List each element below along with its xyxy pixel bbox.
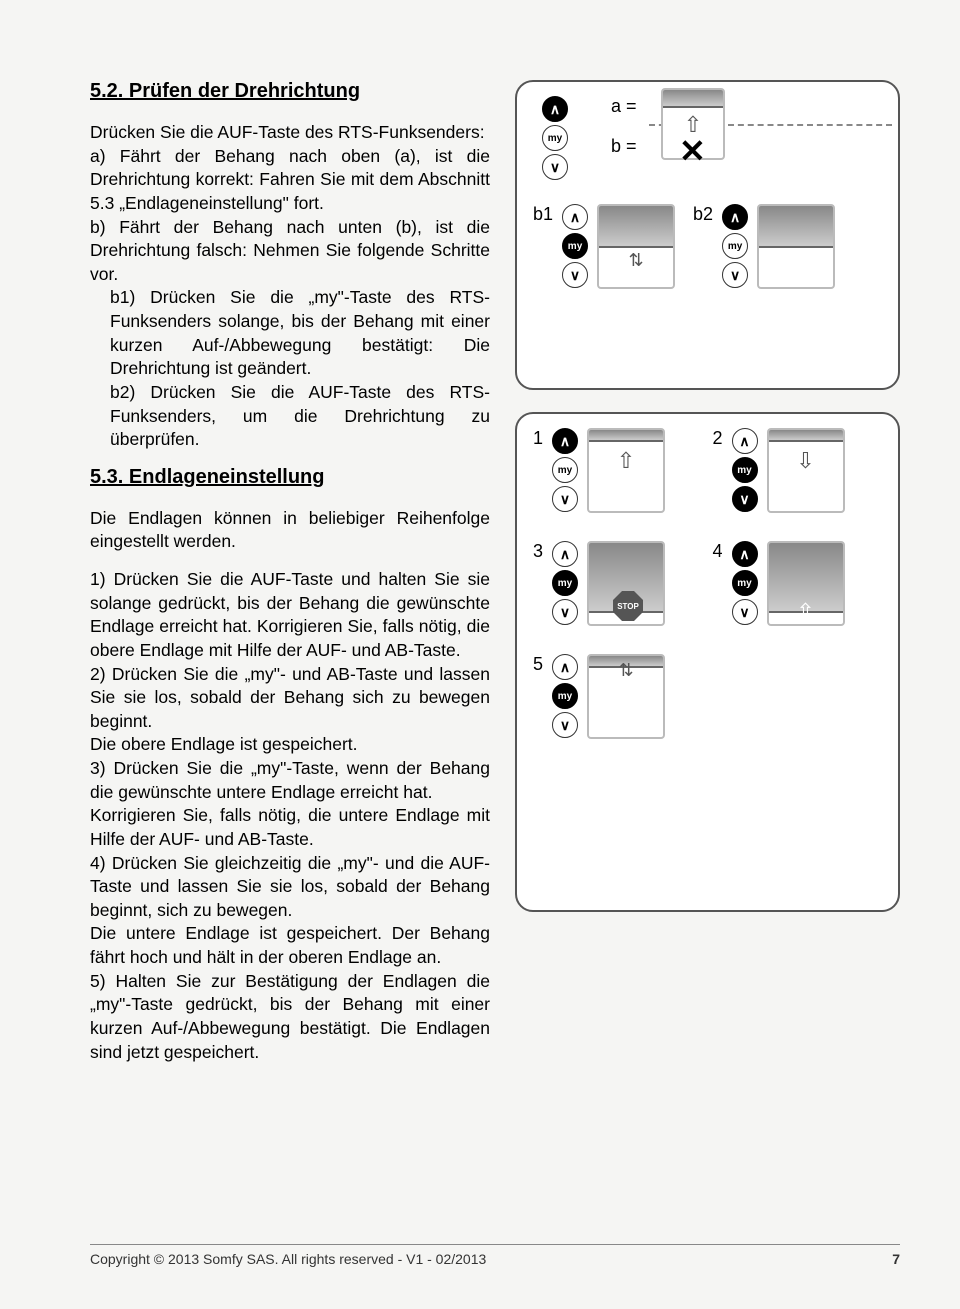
label-b: b = (611, 136, 637, 157)
up-button-icon: ∧ (552, 654, 578, 680)
remote-b2: ∧ my ∨ (719, 204, 751, 289)
step-num-3: 3 (533, 541, 543, 562)
window-b2 (757, 204, 835, 289)
copyright-text: Copyright © 2013 Somfy SAS. All rights r… (90, 1251, 486, 1267)
my-button-icon: my (552, 570, 578, 596)
stop-icon: STOP (613, 591, 643, 621)
label-a: a = (611, 96, 637, 117)
para-5-3-intro: Die Endlagen können in beliebiger Reihen… (90, 507, 490, 554)
window-b1: ⇅ (597, 204, 675, 289)
my-button-icon: my (722, 233, 748, 259)
label-b2: b2 (693, 204, 713, 225)
remote-1: ∧ my ∨ (549, 428, 581, 512)
step-5: 5 ∧ my ∨ ⇅ (533, 654, 703, 739)
window-5: ⇅ (587, 654, 665, 739)
my-button-icon: my (732, 457, 758, 483)
window-4: ⇧ (767, 541, 845, 626)
down-button-icon: ∨ (552, 599, 578, 625)
up-button-icon: ∧ (542, 96, 568, 122)
para-5-3-3b: Korrigieren Sie, falls nötig, die untere… (90, 804, 490, 851)
remote-4: ∧ my ∨ (729, 541, 761, 625)
step-2: 2 ∧ my ∨ ⇩ (713, 428, 883, 513)
up-button-icon: ∧ (552, 541, 578, 567)
arrow-up-icon: ⇧ (617, 448, 635, 474)
manual-page: 5.2. Prüfen der Drehrichtung Drücken Sie… (0, 0, 960, 1104)
cross-icon: ✕ (679, 132, 706, 170)
para-5-3-1: 1) Drücken Sie die AUF-Taste und halten … (90, 568, 490, 663)
step-num-5: 5 (533, 654, 543, 675)
para-5-3-5: 5) Halten Sie zur Bestätigung der Endlag… (90, 970, 490, 1065)
page-number: 7 (892, 1251, 900, 1267)
down-button-icon: ∨ (722, 262, 748, 288)
up-button-icon: ∧ (562, 204, 588, 230)
remote-5: ∧ my ∨ (549, 654, 581, 738)
label-b1: b1 (533, 204, 553, 225)
window-2: ⇩ (767, 428, 845, 513)
step-num-1: 1 (533, 428, 543, 449)
window-3: STOP (587, 541, 665, 626)
up-button-icon: ∧ (552, 428, 578, 454)
figure-5-2: ∧ my ∨ a = b = ⇧ ✕ (515, 80, 900, 390)
my-button-icon: my (552, 457, 578, 483)
down-button-icon: ∨ (732, 486, 758, 512)
para-5-3-2: 2) Drücken Sie die „my"- und AB-Taste un… (90, 663, 490, 734)
text-column: 5.2. Prüfen der Drehrichtung Drücken Sie… (90, 80, 490, 1064)
arrow-updown-icon: ⇅ (618, 660, 633, 681)
step-1: 1 ∧ my ∨ ⇧ (533, 428, 703, 513)
para-5-2-b: b) Fährt der Behang nach unten (b), ist … (90, 216, 490, 287)
heading-5-3: 5.3. Endlageneinstellung (90, 466, 490, 489)
para-5-3-4b: Die untere Endlage ist gespeichert. Der … (90, 922, 490, 969)
down-button-icon: ∨ (552, 486, 578, 512)
window-1: ⇧ (587, 428, 665, 513)
heading-5-2: 5.2. Prüfen der Drehrichtung (90, 80, 490, 103)
down-button-icon: ∨ (552, 712, 578, 738)
step-num-2: 2 (713, 428, 723, 449)
remote-2: ∧ my ∨ (729, 428, 761, 512)
down-button-icon: ∨ (542, 154, 568, 180)
remote-b1: ∧ my ∨ (559, 204, 591, 289)
my-button-icon: my (732, 570, 758, 596)
arrow-down-icon: ⇩ (796, 448, 814, 474)
page-footer: Copyright © 2013 Somfy SAS. All rights r… (90, 1244, 900, 1267)
up-button-icon: ∧ (732, 541, 758, 567)
para-5-3-3: 3) Drücken Sie die „my"-Taste, wenn der … (90, 757, 490, 804)
para-5-2-a: a) Fährt der Behang nach oben (a), ist d… (90, 145, 490, 216)
arrow-up-icon: ⇧ (796, 599, 814, 625)
remote-top: ∧ my ∨ (539, 96, 571, 180)
two-column-layout: 5.2. Prüfen der Drehrichtung Drücken Sie… (90, 80, 900, 1064)
para-5-3-2b: Die obere Endlage ist gespeichert. (90, 733, 490, 757)
para-5-2-b1: b1) Drücken Sie die „my"-Taste des RTS-F… (90, 286, 490, 381)
arrow-updown-icon: ⇅ (628, 250, 643, 271)
figure-column: ∧ my ∨ a = b = ⇧ ✕ (515, 80, 900, 1064)
down-button-icon: ∨ (732, 599, 758, 625)
my-button-icon: my (552, 683, 578, 709)
para-5-2-b2: b2) Drücken Sie die AUF-Taste des RTS-Fu… (90, 381, 490, 452)
step-4: 4 ∧ my ∨ ⇧ (713, 541, 883, 626)
remote-3: ∧ my ∨ (549, 541, 581, 625)
my-button-icon: my (562, 233, 588, 259)
my-button-icon: my (542, 125, 568, 151)
step-3: 3 ∧ my ∨ STOP (533, 541, 703, 626)
para-5-3-4: 4) Drücken Sie gleichzeitig die „my"- un… (90, 852, 490, 923)
up-button-icon: ∧ (732, 428, 758, 454)
figure-5-3: 1 ∧ my ∨ ⇧ 2 (515, 412, 900, 912)
para-5-2-intro: Drücken Sie die AUF-Taste des RTS-Funkse… (90, 121, 490, 145)
up-button-icon: ∧ (722, 204, 748, 230)
step-num-4: 4 (713, 541, 723, 562)
down-button-icon: ∨ (562, 262, 588, 288)
